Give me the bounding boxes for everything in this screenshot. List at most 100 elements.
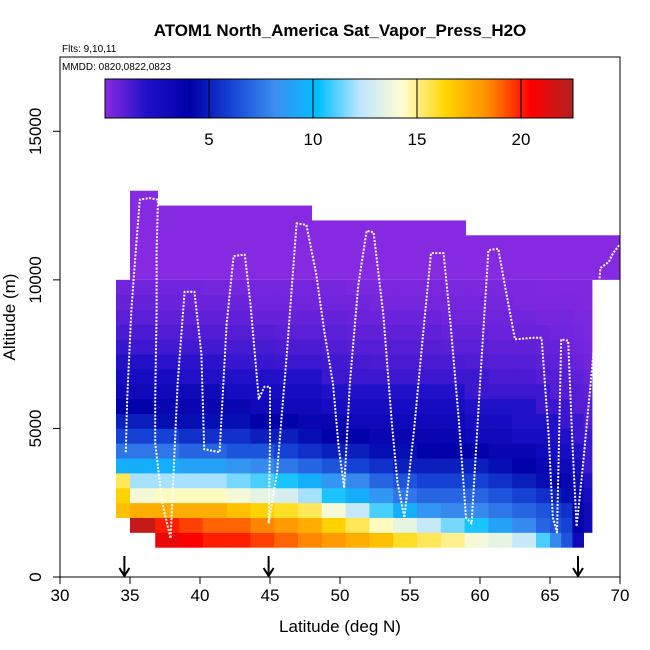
heatmap-cell <box>321 369 346 385</box>
heatmap-cell <box>583 324 593 340</box>
heatmap-cell <box>369 383 394 400</box>
heatmap-cell <box>512 324 537 340</box>
heatmap-cell <box>274 502 299 518</box>
heatmap-cell <box>417 458 442 474</box>
heatmap-cell <box>116 369 131 385</box>
heatmap-cell <box>130 294 156 310</box>
heatmap-cell <box>536 443 551 459</box>
heatmap-cell <box>226 443 251 459</box>
heatmap-cell <box>250 369 275 385</box>
heatmap-cell <box>369 339 394 355</box>
heatmap-cell <box>179 458 204 474</box>
heatmap-cell <box>226 473 251 489</box>
heatmap-cell <box>130 487 156 504</box>
heatmap-cell <box>226 309 251 325</box>
heatmap-cell <box>417 487 442 504</box>
heatmap-cell <box>274 324 299 340</box>
heatmap-cell <box>512 369 537 385</box>
heatmap-cell <box>572 294 584 310</box>
heatmap-cell <box>561 294 573 310</box>
heatmap-cell <box>536 502 551 518</box>
heatmap-cell <box>345 473 370 489</box>
colorbar-tick-label: 20 <box>512 130 531 149</box>
heatmap-cell <box>298 413 323 429</box>
heatmap-cell <box>417 398 442 414</box>
heatmap-cell <box>116 398 131 414</box>
heatmap-cell <box>298 279 323 296</box>
heatmap-cell <box>393 398 418 414</box>
colorbar-tick-label: 15 <box>408 130 427 149</box>
heatmap-cell <box>572 369 584 385</box>
heatmap-cell <box>369 279 394 296</box>
heatmap-cell <box>202 413 227 429</box>
heatmap-cell <box>345 354 370 370</box>
heatmap-cell <box>250 279 275 296</box>
heatmap-cell <box>345 383 370 400</box>
heatmap-cell <box>130 279 156 296</box>
heatmap-cell <box>561 443 573 459</box>
heatmap-cell <box>417 369 442 385</box>
heatmap-cell <box>440 383 465 400</box>
heatmap-cell <box>393 517 418 533</box>
heatmap-cell <box>393 294 418 310</box>
heatmap-cell <box>369 398 394 414</box>
heatmap-cell <box>250 428 275 444</box>
heatmap-cell <box>583 369 593 385</box>
heatmap-cell <box>440 502 465 518</box>
heatmap-cell <box>512 309 537 325</box>
heatmap-cell <box>226 324 251 340</box>
heatmap-cell <box>116 413 131 429</box>
heatmap-cell <box>417 383 442 400</box>
heatmap-cell <box>512 443 537 459</box>
heatmap-cell <box>155 324 180 340</box>
heatmap-cell <box>464 354 489 370</box>
heatmap-cell <box>155 517 180 533</box>
heatmap-cell <box>464 473 489 489</box>
heatmap-cell <box>464 294 489 310</box>
heatmap-cell <box>583 502 593 518</box>
heatmap-cell <box>440 532 465 548</box>
heatmap-cell <box>464 502 489 518</box>
heatmap-cell <box>464 383 489 400</box>
heatmap-cell <box>155 413 180 429</box>
heatmap-cell <box>226 502 251 518</box>
heatmap-cell <box>250 324 275 340</box>
heatmap-cell <box>583 473 593 489</box>
heatmap-cell <box>488 354 513 370</box>
heatmap-cell <box>561 369 573 385</box>
heatmap-cell <box>345 339 370 355</box>
heatmap-cell <box>550 487 562 504</box>
heatmap-cell <box>298 473 323 489</box>
heatmap-cell <box>550 413 562 429</box>
heatmap-cell <box>440 398 465 414</box>
heatmap-cell <box>179 532 204 548</box>
heatmap-cell <box>393 443 418 459</box>
heatmap-cell <box>512 354 537 370</box>
heatmap-cell <box>536 309 551 325</box>
heatmap-cell <box>393 339 418 355</box>
heatmap-cell <box>202 398 227 414</box>
heatmap-cell <box>155 354 180 370</box>
heatmap-cell <box>274 458 299 474</box>
flight-arrow-head <box>118 567 131 578</box>
x-tick-label: 40 <box>191 586 210 605</box>
heatmap-cell <box>179 428 204 444</box>
heatmap-cell <box>393 473 418 489</box>
heatmap-cell <box>572 324 584 340</box>
heatmap-cell <box>393 309 418 325</box>
heatmap-cell <box>561 309 573 325</box>
heatmap-cell <box>536 324 551 340</box>
heatmap-cell <box>550 398 562 414</box>
x-tick-label: 45 <box>261 586 280 605</box>
heatmap-cell <box>345 398 370 414</box>
flights-label: Flts: 9,10,11 <box>62 44 117 55</box>
heatmap-cell <box>321 309 346 325</box>
heatmap-cell <box>512 398 537 414</box>
heatmap-cell <box>226 532 251 548</box>
heatmap-cell <box>369 413 394 429</box>
heatmap-cell <box>130 398 156 414</box>
heatmap-cell <box>179 324 204 340</box>
heatmap-cell <box>561 428 573 444</box>
heatmap-cell <box>561 383 573 400</box>
heatmap-cell <box>550 443 562 459</box>
